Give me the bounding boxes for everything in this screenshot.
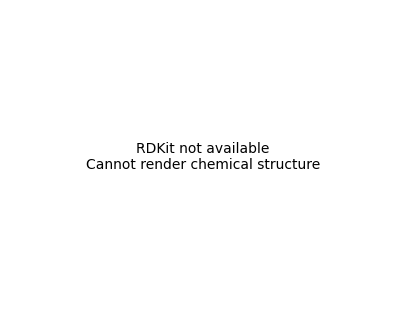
Text: RDKit not available
Cannot render chemical structure: RDKit not available Cannot render chemic… <box>86 142 319 172</box>
